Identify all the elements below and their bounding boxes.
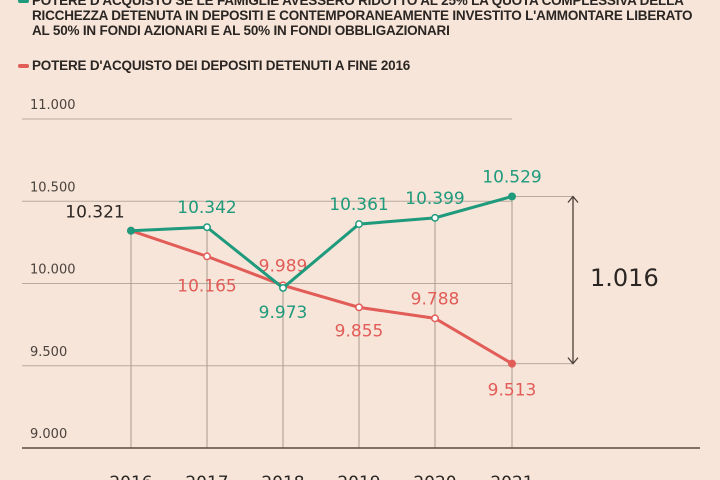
x-tick-label: 2019: [337, 473, 380, 480]
legend-marker-red: [18, 64, 29, 68]
arrow-heads: [567, 195, 579, 365]
y-tick-label: 9.500: [30, 345, 67, 360]
series-line: [130, 229, 513, 365]
data-point: [127, 226, 135, 235]
series-line: [130, 195, 513, 290]
legend-item-green: POTERE D'ACQUISTO SE LE FAMIGLIE AVESSER…: [18, 0, 712, 38]
data-point: [431, 213, 439, 222]
data-label: 10.321: [65, 203, 124, 223]
data-label: 10.529: [482, 167, 541, 187]
data-point: [508, 192, 516, 201]
data-point: [203, 252, 211, 261]
x-tick-label: 2020: [413, 473, 456, 480]
data-label: 10.399: [405, 189, 464, 209]
data-point: [431, 314, 439, 323]
x-tick-label: 2021: [490, 473, 533, 480]
data-point: [355, 220, 363, 229]
y-tick-label: 9.000: [30, 427, 67, 442]
legend-label-red: POTERE D'ACQUISTO DEI DEPOSITI DETENUTI …: [32, 58, 411, 73]
data-point: [203, 223, 211, 232]
x-tick-label: 2018: [261, 473, 304, 480]
legend-label-green: POTERE D'ACQUISTO SE LE FAMIGLIE AVESSER…: [32, 0, 693, 38]
x-tick-label: 2017: [185, 473, 228, 480]
annotation-label: 1.016: [590, 264, 659, 292]
legend-item-red: POTERE D'ACQUISTO DEI DEPOSITI DETENUTI …: [18, 58, 411, 73]
data-label: 9.513: [488, 381, 537, 401]
data-label: 10.361: [329, 195, 388, 215]
data-label: 9.788: [411, 289, 460, 309]
data-label: 10.342: [177, 198, 236, 218]
y-tick-label: 11.000: [30, 98, 76, 113]
data-label: 9.973: [259, 303, 308, 323]
data-label: 10.165: [177, 276, 236, 296]
data-point: [279, 283, 287, 292]
y-tick-label: 10.500: [30, 180, 76, 195]
data-label: 9.989: [259, 256, 308, 276]
x-tick-label: 2016: [109, 473, 152, 480]
data-point: [508, 359, 516, 368]
y-tick-label: 10.000: [30, 263, 76, 278]
legend-marker-green: [18, 0, 29, 3]
data-point: [355, 303, 363, 312]
data-label: 9.855: [335, 321, 384, 341]
